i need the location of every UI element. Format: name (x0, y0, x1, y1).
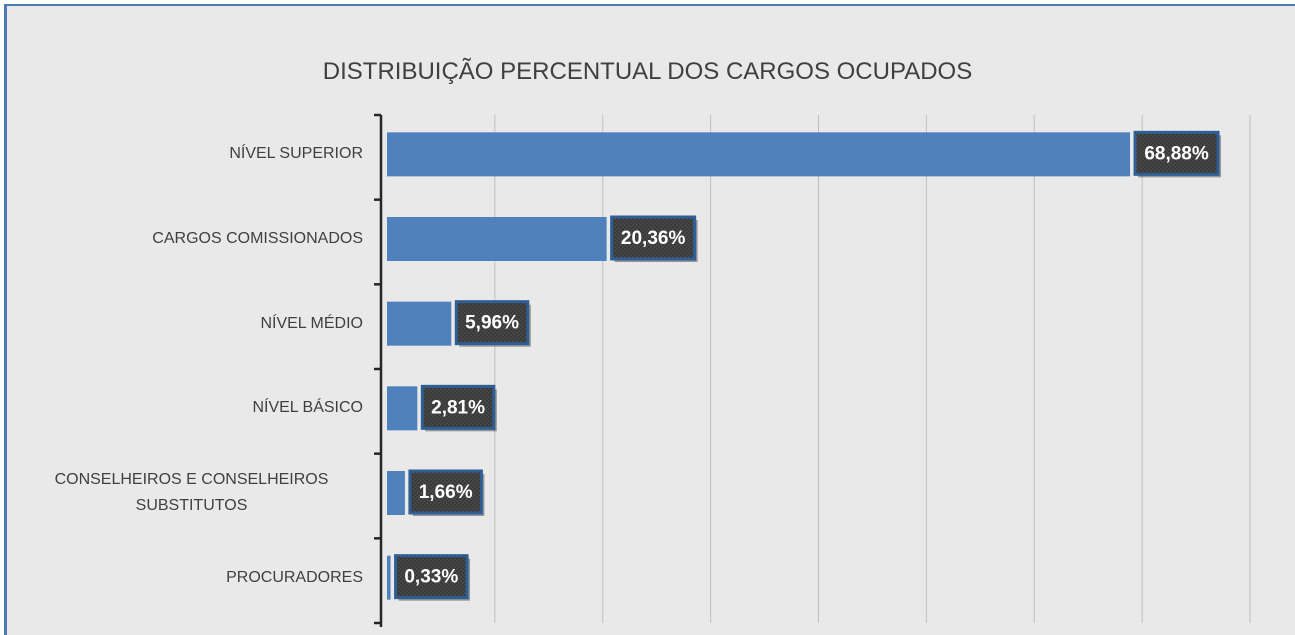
value-label: 5,96% (454, 300, 531, 347)
chart-title: DISTRIBUIÇÃO PERCENTUAL DOS CARGOS OCUPA… (322, 58, 973, 85)
category-label: CARGOS COMISSIONADOS (20, 226, 363, 252)
value-label: 20,36% (610, 215, 698, 262)
category-label: PROCURADORES (20, 565, 363, 591)
value-label: 68,88% (1133, 130, 1222, 178)
category-label-text: CONSELHEIROS E CONSELHEIROS SUBSTITUTOS (54, 471, 329, 514)
bar (387, 471, 405, 515)
category-label-text: CARGOS COMISSIONADOS (152, 230, 363, 247)
category-label-text: PROCURADORES (226, 568, 363, 586)
value-label-text: 0,33% (404, 567, 458, 588)
value-label-text: 1,66% (419, 482, 473, 503)
value-label-text: 20,36% (621, 228, 686, 249)
value-label-box (408, 469, 483, 515)
bar (387, 132, 1131, 177)
category-label-text: NÍVEL SUPERIOR (229, 145, 363, 163)
value-label-box (610, 215, 697, 261)
value-label-text: 5,96% (465, 313, 519, 334)
value-label-text: 68,88% (1144, 143, 1209, 164)
value-label: 0,33% (394, 554, 471, 601)
category-label: NÍVEL SUPERIOR (20, 141, 363, 167)
value-label-text: 2,81% (431, 397, 485, 418)
value-label-box (1133, 130, 1220, 176)
bar (387, 386, 418, 431)
category-label: NÍVEL MÉDIO (20, 311, 363, 337)
bar (387, 301, 452, 346)
chart-frame (4, 4, 1295, 635)
category-label: NÍVEL BÁSICO (20, 395, 363, 421)
value-label-box (420, 384, 496, 430)
value-label: 2,81% (420, 384, 497, 432)
bar (387, 555, 391, 600)
value-label: 1,66% (408, 469, 485, 516)
value-label-box (454, 300, 530, 346)
category-label-text: NÍVEL MÉDIO (260, 314, 363, 332)
value-label-box (394, 554, 469, 600)
bar (387, 217, 607, 261)
category-label: CONSELHEIROS E CONSELHEIROS SUBSTITUTOS (20, 467, 363, 519)
category-label-text: NÍVEL BÁSICO (252, 399, 363, 417)
